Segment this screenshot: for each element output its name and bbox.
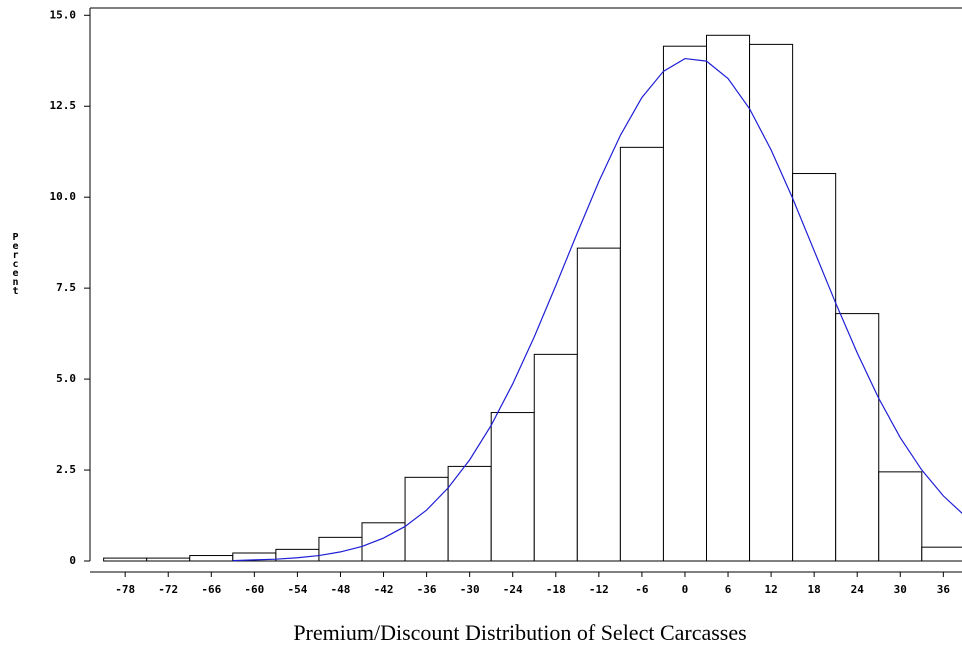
x-tick-label: -78 <box>115 583 135 596</box>
x-tick-label: 30 <box>894 583 907 596</box>
y-tick-label: 10.0 <box>50 190 77 203</box>
bar <box>619 146 664 562</box>
bar <box>318 536 363 562</box>
x-tick-label: 36 <box>937 583 951 596</box>
x-tick-label: 12 <box>764 583 777 596</box>
bar <box>490 412 535 562</box>
x-tick-label: -18 <box>546 583 566 596</box>
y-tick-label: 0 <box>69 554 76 567</box>
bar <box>792 173 837 562</box>
x-tick-label: -66 <box>201 583 221 596</box>
y-tick-label: 5.0 <box>56 372 76 385</box>
plot-area <box>103 34 962 562</box>
x-tick-label: -30 <box>460 583 480 596</box>
bar <box>533 353 578 562</box>
bar <box>835 313 880 562</box>
bar <box>706 34 751 562</box>
bar <box>103 557 148 562</box>
x-tick-label: 6 <box>725 583 732 596</box>
y-tick-label: 7.5 <box>56 281 76 294</box>
x-tick-label: 0 <box>682 583 689 596</box>
y-tick-label: 12.5 <box>50 99 77 112</box>
bar <box>878 471 923 562</box>
x-tick-label: -12 <box>589 583 609 596</box>
bar <box>447 465 492 562</box>
bar <box>662 45 708 562</box>
x-tick-label: -36 <box>417 583 437 596</box>
x-tick-label: -54 <box>287 583 307 596</box>
bar <box>361 522 406 562</box>
bar <box>189 555 234 562</box>
bar <box>404 476 449 562</box>
x-tick-label: 18 <box>808 583 821 596</box>
x-tick-label: -48 <box>331 583 351 596</box>
bar <box>921 546 962 562</box>
y-tick-label: 15.0 <box>50 8 77 21</box>
bar <box>146 557 191 562</box>
bar <box>749 43 794 562</box>
normal-curve <box>232 57 962 562</box>
x-tick-label: 24 <box>851 583 865 596</box>
bar <box>576 247 621 562</box>
y-axis-label: Percent <box>10 232 21 295</box>
x-tick-label: -60 <box>244 583 264 596</box>
x-tick-label: -42 <box>374 583 394 596</box>
chart-title: Premium/Discount Distribution of Select … <box>293 620 747 645</box>
x-tick-label: -72 <box>158 583 178 596</box>
y-tick-label: 2.5 <box>56 463 76 476</box>
x-tick-label: -24 <box>503 583 523 596</box>
x-tick-label: -6 <box>635 583 649 596</box>
